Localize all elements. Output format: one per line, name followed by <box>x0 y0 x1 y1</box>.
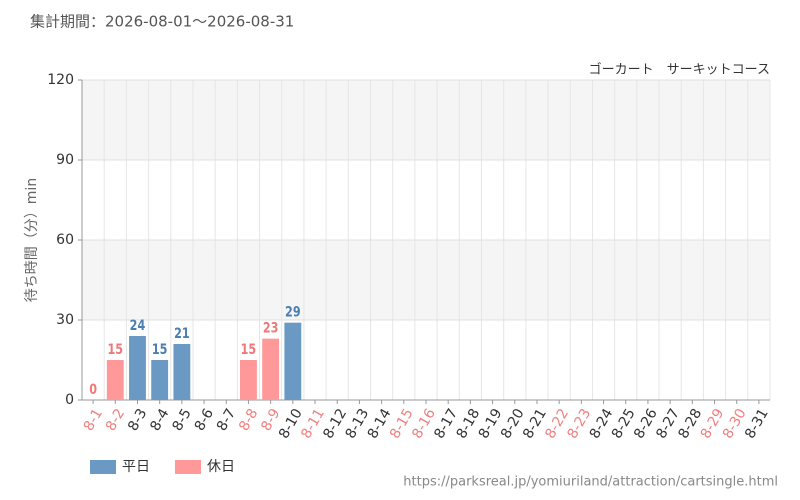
x-tick-label: 8-3 <box>125 406 150 434</box>
legend-label: 平日 <box>122 459 150 475</box>
legend-swatch <box>175 460 201 474</box>
legend-swatch <box>90 460 116 474</box>
y-tick-label: 0 <box>65 392 74 408</box>
x-tick-label: 8-1 <box>81 406 106 434</box>
bar-value-label: 21 <box>174 325 190 342</box>
x-tick-label: 8-8 <box>236 406 261 434</box>
y-tick-label: 90 <box>56 152 74 168</box>
bar-value-label: 15 <box>241 341 257 358</box>
x-tick-label: 8-5 <box>170 406 195 434</box>
bar-value-label: 29 <box>285 303 301 320</box>
bar <box>173 344 191 400</box>
bar-value-label: 15 <box>152 341 168 358</box>
source-url: https://parksreal.jp/yomiuriland/attract… <box>403 475 778 490</box>
grid-band <box>82 240 770 320</box>
bar-value-label: 24 <box>130 317 146 334</box>
bar-value-label: 23 <box>263 319 279 336</box>
y-tick-label: 60 <box>56 232 74 248</box>
bar <box>240 360 257 400</box>
bar <box>129 336 146 400</box>
bar <box>262 338 280 400</box>
x-tick-label: 8-7 <box>214 406 239 434</box>
x-tick-label: 8-6 <box>192 406 217 434</box>
grid-band <box>82 80 770 160</box>
legend-label: 休日 <box>207 459 235 475</box>
bar <box>151 360 169 400</box>
x-tick-label: 8-2 <box>103 406 128 434</box>
bar <box>284 322 302 400</box>
bar-value-label: 15 <box>108 341 124 358</box>
y-tick-label: 30 <box>56 312 74 328</box>
x-tick-label: 8-31 <box>742 406 772 442</box>
bar <box>106 360 124 400</box>
chart-title: 集計期間：2026-08-01～2026-08-31 <box>30 13 294 31</box>
bar-value-label: 0 <box>89 381 97 398</box>
x-tick-label: 8-4 <box>147 406 172 434</box>
chart-subtitle: ゴーカート サーキットコース <box>589 62 770 78</box>
y-tick-label: 120 <box>47 72 74 88</box>
y-axis-label: 待ち時間（分）min <box>24 178 40 302</box>
